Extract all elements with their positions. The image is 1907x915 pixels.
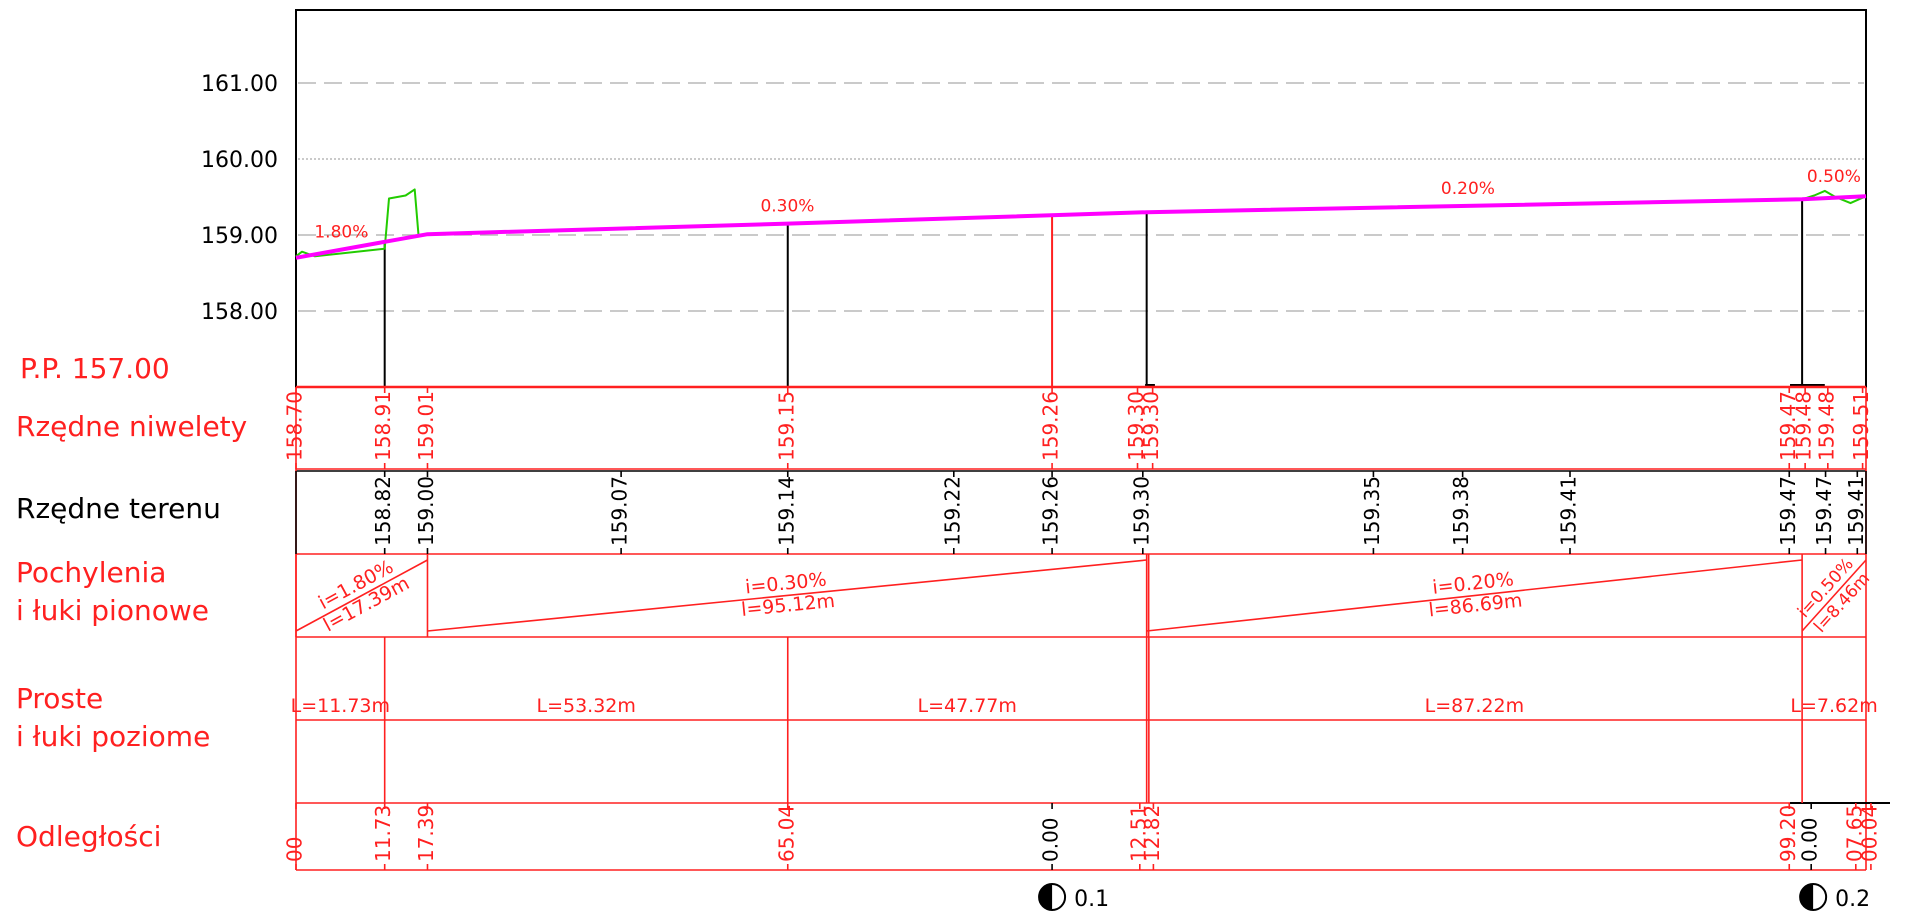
terrain-elevation-value: 159.00 — [414, 476, 438, 546]
slope-diagonal — [295, 559, 428, 632]
y-axis-labels: 158.00 159.00 160.00 161.00 — [201, 72, 278, 325]
distance-value: 07.65 — [1842, 805, 1866, 862]
grade-elevation-value: 158.91 — [371, 391, 395, 461]
terrain-elevation-value: 159.47 — [1776, 476, 1800, 546]
terrain-elevation-value: 159.41 — [1844, 476, 1868, 546]
horizontal-length-label: L=11.73m — [291, 695, 390, 717]
row-label-distances: Odległości — [16, 820, 161, 853]
km-marker-label: 0.2 — [1835, 887, 1870, 912]
grade-elevation-value: 159.48 — [1792, 391, 1816, 461]
terrain-elevation-value: 159.38 — [1449, 476, 1473, 546]
datum-label: P.P. 157.00 — [20, 352, 170, 385]
row-label-slopes-2: i łuki pionowe — [16, 594, 209, 627]
terrain-elevation-value: 159.35 — [1360, 476, 1384, 546]
slope-diagonal — [1801, 559, 1867, 632]
terrain-elevation-value: 158.82 — [371, 476, 395, 546]
row-label-terrain-elevations: Rzędne terenu — [16, 492, 221, 525]
grade-elevation-value: 159.51 — [1849, 391, 1873, 461]
terrain-line — [1801, 189, 1867, 205]
chart-frame — [295, 9, 1867, 388]
row-label-horizontal-1: Proste — [16, 682, 103, 715]
terrain-elevation-value: 159.30 — [1129, 476, 1153, 546]
y-tick-label: 159.00 — [201, 224, 278, 249]
profile-table-values: 158.70 158.91 159.01 159.15 159.26 159.30159.… — [283, 391, 1882, 862]
grade-elevation-value: 159.15 — [774, 391, 798, 461]
y-tick-label: 160.00 — [201, 148, 278, 173]
slope-diagonal — [1146, 559, 1803, 632]
grade-elevation-value: 159.30 — [1124, 391, 1148, 461]
kilometer-markers: 0.1 0.2 — [1038, 883, 1870, 912]
horizontal-length-label: L=53.32m — [537, 695, 636, 717]
terrain-elevation-value: 159.47 — [1812, 476, 1836, 546]
horizontal-length-label: L=7.62m — [1790, 695, 1877, 717]
plot-border — [295, 9, 1867, 388]
grade-percent-label: 1.80% — [314, 223, 368, 243]
grade-elevation-value: 159.48 — [1814, 391, 1838, 461]
y-tick-label: 161.00 — [201, 72, 278, 97]
row-label-grade-elevations: Rzędne niwelety — [16, 410, 247, 443]
distance-value: 12.51 — [1126, 805, 1150, 862]
profile-lines — [295, 188, 1867, 260]
km-marker-half — [1800, 884, 1814, 910]
terrain-elevation-value: 159.41 — [1556, 476, 1580, 546]
km-marker-half — [1039, 884, 1053, 910]
row-label-horizontal-2: i łuki poziome — [16, 720, 210, 753]
distance-value: 11.73 — [371, 805, 395, 862]
km-marker-label: 0.1 — [1074, 887, 1109, 912]
grade-elevation-value: 158.70 — [283, 391, 307, 461]
distance-value: 65.04 — [774, 805, 798, 862]
distance-value: 12.82 — [1140, 805, 1164, 862]
horizontal-length-label: L=47.77m — [917, 695, 1016, 717]
terrain-elevation-value: 159.14 — [774, 476, 798, 546]
terrain-elevation-value: 159.26 — [1039, 476, 1063, 546]
distance-value: 00 — [283, 837, 307, 862]
grade-percent-label: 0.20% — [1441, 179, 1495, 199]
grade-percent-label: 0.50% — [1807, 167, 1861, 187]
distance-value: 17.39 — [414, 805, 438, 862]
distance-value: 00.04 — [1857, 805, 1881, 862]
y-tick-label: 158.00 — [201, 300, 278, 325]
grade-percent-labels: 1.80% 0.30% 0.20% 0.50% — [314, 167, 1861, 243]
row-label-slopes-1: Pochylenia — [16, 556, 166, 589]
grade-elevation-value: 159.30 — [1139, 391, 1163, 461]
distance-value: 99.20 — [1776, 805, 1800, 862]
grade-line — [295, 194, 1867, 260]
station-lines — [383, 196, 1867, 388]
grade-elevation-value: 159.01 — [414, 391, 438, 461]
grade-elevation-value: 159.26 — [1039, 391, 1063, 461]
terrain-elevation-value: 159.07 — [608, 476, 632, 546]
profile-table — [295, 385, 1890, 871]
horizontal-length-label: L=87.22m — [1425, 695, 1524, 717]
grade-percent-label: 0.30% — [760, 197, 814, 217]
distance-value: 0.00 — [1798, 817, 1822, 862]
terrain-elevation-value: 159.22 — [940, 476, 964, 546]
grade-elevation-value: 159.47 — [1776, 391, 1800, 461]
elevation-grid — [298, 82, 1864, 312]
slope-diagonal — [427, 559, 1147, 632]
terrain-line — [295, 188, 428, 258]
distance-value: 0.00 — [1039, 817, 1063, 862]
